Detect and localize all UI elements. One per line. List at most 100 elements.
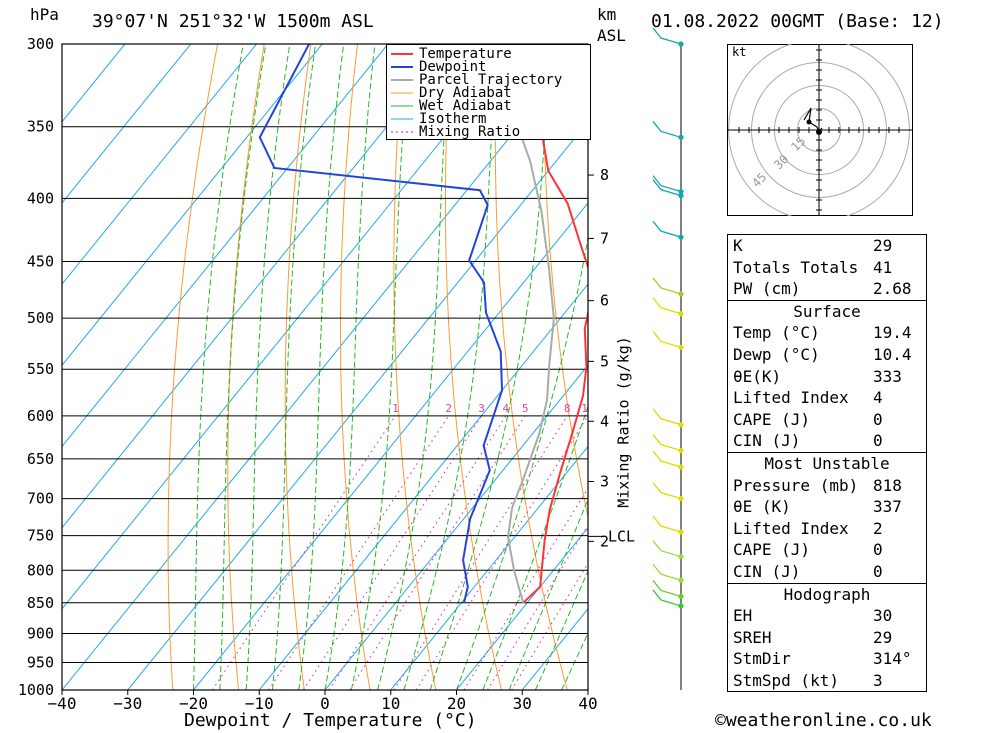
wind-barb	[652, 330, 682, 348]
mixing-ratio-value-label: 4	[503, 402, 510, 415]
surface-cin-label: CIN (J)	[733, 431, 801, 451]
isotherm-line	[390, 445, 588, 690]
wet-adiabat-line	[193, 44, 244, 690]
pressure-tick-label: 550	[27, 360, 54, 378]
stmdir-value: 314°	[873, 649, 912, 669]
surface-cape-label: CAPE (J)	[733, 409, 811, 429]
wind-barb	[652, 589, 682, 607]
mu-pressure-label: Pressure (mb)	[733, 475, 859, 495]
mixing-ratio-value-label: 8	[564, 402, 571, 415]
height-km-label: 4	[600, 412, 609, 430]
legend-parcel: Parcel Trajectory	[419, 72, 563, 88]
height-km-label: 2	[600, 532, 609, 550]
stmspd-value: 3	[873, 670, 883, 690]
pw-value: 2.68	[873, 279, 912, 299]
mu-li-label: Lifted Index	[733, 518, 849, 538]
pressure-tick-label: 600	[27, 407, 54, 425]
mixing-ratio-value-label: 1	[392, 402, 399, 415]
isotherm-line	[193, 202, 588, 690]
surface-cin-value: 0	[873, 431, 883, 451]
temperature-tick-label: 40	[578, 694, 597, 713]
storm-motion-marker	[806, 119, 812, 125]
dewpoint-line	[258, 44, 504, 604]
datetime-title: 01.08.2022 00GMT (Base: 12)	[651, 11, 944, 32]
pressure-tick-label: 800	[27, 561, 54, 579]
mixing-ratio-value-label: 5	[522, 402, 529, 415]
wind-barb	[652, 27, 682, 45]
pressure-tick-label: 750	[27, 527, 54, 545]
totals-value: 41	[873, 257, 893, 277]
isotherm-line	[62, 44, 455, 529]
wet-adiabat-line	[534, 569, 588, 690]
k-index-value: 29	[873, 236, 893, 255]
temperature-tick-label: −30	[113, 694, 142, 713]
legend-temperature: Temperature	[419, 46, 512, 62]
surface-cape-value: 0	[873, 409, 883, 429]
surface-temp-label: Temp (°C)	[733, 323, 820, 343]
mixing-ratio-line	[328, 415, 507, 690]
wind-barb	[652, 120, 682, 138]
height-ref-label: ASL	[597, 26, 626, 45]
isotherm-line	[258, 283, 588, 690]
wet-adiabat-line	[350, 44, 411, 690]
wind-barb	[652, 580, 682, 598]
mu-cin-value: 0	[873, 561, 883, 581]
wind-barb	[652, 434, 682, 452]
totals-label: Totals Totals	[733, 257, 859, 277]
mu-pressure-value: 818	[873, 475, 902, 495]
sreh-label: SREH	[733, 627, 772, 647]
temperature-tick-label: −20	[179, 694, 208, 713]
wind-barb	[652, 297, 682, 315]
hodograph-origin-marker	[816, 129, 822, 135]
pressure-tick-label: 650	[27, 450, 54, 468]
mixing-ratio-value-label: 3	[478, 402, 485, 415]
legend-mixing-ratio: Mixing Ratio	[419, 124, 521, 140]
wind-barb	[652, 450, 682, 468]
dry-adiabat-line	[917, 44, 1000, 690]
hodograph-stats-title: Hodograph	[783, 584, 871, 604]
mu-cape-value: 0	[873, 540, 883, 560]
height-km-label: 6	[600, 292, 609, 310]
surface-theta-value: 333	[873, 366, 902, 386]
pressure-tick-label: 300	[27, 35, 54, 53]
temperature-line	[522, 137, 588, 604]
wet-adiabat-line	[482, 404, 588, 690]
temperature-tick-label: 30	[513, 694, 532, 713]
wind-level-dot	[678, 529, 684, 535]
mixing-ratio-value-label: 2	[445, 402, 452, 415]
legend-isotherm: Isotherm	[419, 111, 487, 127]
hodograph-stats-box: Hodograph EH 30 SREH 29 StmDir 314° StmSpd …	[727, 582, 927, 693]
most-unstable-title: Most Unstable	[764, 453, 890, 473]
height-km-label: 7	[600, 229, 609, 247]
mixing-ratio-line	[393, 415, 568, 690]
mu-li-value: 2	[873, 518, 883, 538]
surface-temp-value: 19.4	[873, 323, 912, 343]
isotherm-line	[62, 44, 257, 285]
surface-dewp-value: 10.4	[873, 344, 912, 364]
eh-label: EH	[733, 606, 753, 626]
wind-barb	[652, 175, 682, 193]
stats-panel: K 29 Totals Totals 41 PW (cm) 2.68 Surface …	[727, 234, 927, 693]
stmdir-label: StmDir	[733, 649, 791, 669]
wind-barb	[652, 563, 682, 581]
height-km-label: 5	[600, 352, 609, 370]
wind-barb	[652, 220, 682, 238]
dry-adiabat-line	[445, 44, 502, 690]
surface-li-value: 4	[873, 388, 883, 408]
isotherm-line	[127, 120, 588, 690]
credit-link[interactable]: ©weatheronline.co.uk	[715, 710, 932, 731]
height-km-label: 3	[600, 472, 609, 490]
indices-box: K 29 Totals Totals 41 PW (cm) 2.68	[727, 234, 927, 300]
sreh-value: 29	[873, 627, 893, 647]
eh-value: 30	[873, 606, 893, 626]
pressure-tick-label: 500	[27, 309, 54, 327]
mixing-ratio-line	[510, 562, 588, 690]
legend-dry-adiabat: Dry Adiabat	[419, 85, 512, 101]
pressure-tick-label: 950	[27, 653, 54, 671]
mu-cape-label: CAPE (J)	[733, 540, 811, 560]
surface-dewp-label: Dewp (°C)	[733, 344, 820, 364]
pressure-tick-label: 900	[27, 624, 54, 642]
height-unit-label: km	[597, 5, 617, 24]
surface-theta-label: θE(K)	[733, 366, 782, 386]
